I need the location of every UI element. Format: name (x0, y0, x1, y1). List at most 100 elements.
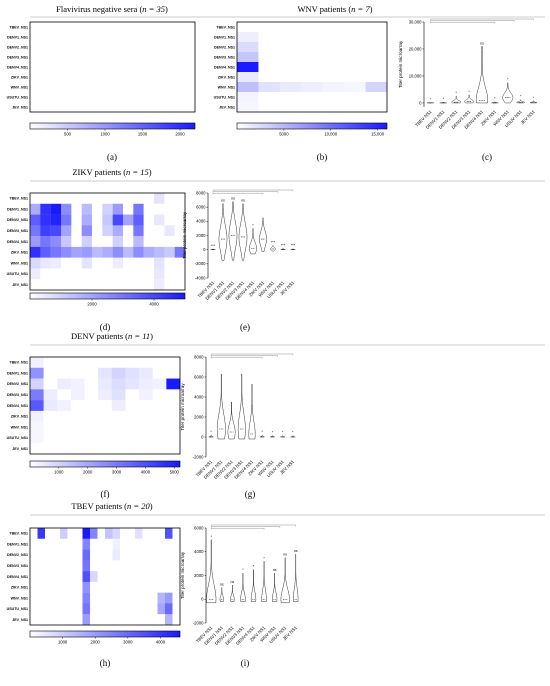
heat-cell (82, 549, 91, 561)
heat-cell (40, 279, 51, 291)
heat-cell (30, 443, 44, 455)
heat-cell (97, 528, 106, 539)
heat-cell (174, 268, 186, 280)
heat-cell (129, 62, 134, 73)
heat-cell (165, 592, 173, 604)
heat-cell (82, 592, 91, 604)
violin (230, 584, 235, 602)
heat-cell (61, 193, 72, 204)
heat-cell (63, 82, 68, 93)
heat-cell (166, 42, 172, 53)
heat-cell (172, 614, 181, 626)
heat-cell (237, 42, 259, 53)
heat-cell (81, 268, 93, 280)
heat-cell (72, 82, 78, 93)
heat-cell (162, 42, 167, 53)
significance-bracket (210, 355, 278, 357)
heat-cell (133, 236, 144, 248)
heat-cell (58, 62, 64, 73)
heat-cell (157, 82, 163, 93)
caption-f: (f) (101, 489, 110, 499)
significance-label: ns (230, 580, 234, 584)
heat-cell (50, 279, 62, 291)
heat-cell (82, 538, 91, 550)
heat-cell (143, 225, 155, 237)
heat-cell (102, 257, 113, 269)
violin (208, 434, 214, 438)
heat-cell (176, 32, 181, 43)
heat-cell (157, 549, 166, 561)
heat-cell (171, 102, 177, 113)
heat-cell (52, 538, 61, 550)
heat-cell (190, 102, 196, 113)
heat-cell (114, 82, 120, 93)
heat-cell (157, 614, 166, 626)
heat-cell (147, 82, 153, 93)
row-label: ZIKV_NS1 (11, 75, 28, 79)
heat-cell (30, 257, 41, 269)
heat-cell (40, 203, 51, 215)
heat-cell (172, 603, 181, 615)
heat-cell (166, 357, 181, 368)
heat-cell (34, 42, 40, 53)
significance-label: * (494, 97, 496, 101)
heat-cell (135, 603, 143, 615)
heat-cell (237, 102, 259, 113)
heat-cell (57, 432, 72, 444)
heat-cell (147, 52, 153, 63)
heat-cell (53, 22, 59, 33)
heat-cell (86, 32, 92, 43)
heat-cell (143, 246, 155, 258)
heat-cell (30, 279, 41, 291)
significance-bracket (211, 526, 281, 528)
heat-cell (143, 72, 148, 83)
heat-cell (143, 236, 155, 248)
heat-cell (112, 225, 124, 237)
heat-cell (60, 528, 68, 539)
heat-cell (165, 581, 173, 593)
heat-cell (110, 82, 115, 93)
heat-cell (180, 82, 186, 93)
heat-cell (152, 357, 167, 368)
heat-cell (127, 560, 136, 572)
heat-cell (98, 378, 112, 390)
heat-cell (30, 410, 44, 422)
colorbar-tick-label: 1000 (100, 132, 110, 137)
heatmap-frame (29, 356, 181, 455)
heat-cell (190, 22, 196, 33)
heat-cell (344, 42, 366, 53)
heat-cell (150, 549, 158, 561)
heat-cell (30, 560, 38, 572)
caption-a: (a) (107, 152, 117, 162)
heat-cell (98, 389, 112, 401)
heat-cell (258, 72, 281, 83)
heat-cell (60, 549, 68, 561)
heat-cell (90, 560, 98, 572)
heat-cell (142, 603, 151, 615)
heat-cell (50, 193, 62, 204)
heat-cell (58, 92, 64, 103)
heat-cell (43, 400, 58, 412)
heat-cell (127, 528, 136, 539)
heat-cell (190, 32, 196, 43)
heat-cell (92, 203, 103, 215)
heat-cell (97, 571, 106, 583)
row-label: USUTU_NS1 (7, 436, 28, 440)
heat-cell (111, 421, 126, 433)
heat-cell (70, 357, 85, 368)
heat-cell (164, 246, 175, 258)
heat-cell (81, 225, 93, 237)
row-label: WNV_NS1 (11, 85, 28, 89)
heat-cell (100, 72, 106, 83)
heat-cell (176, 92, 181, 103)
heat-cell (152, 32, 158, 43)
heat-cell (135, 538, 143, 550)
heat-cell (127, 592, 136, 604)
colorbar-tick-label: 4000 (149, 302, 159, 307)
row-label: JEV_NS1 (12, 447, 28, 451)
heat-cell (138, 82, 144, 93)
heat-cell (58, 82, 64, 93)
heat-cell (84, 421, 99, 433)
heat-cell (135, 614, 143, 626)
heat-cell (37, 581, 46, 593)
